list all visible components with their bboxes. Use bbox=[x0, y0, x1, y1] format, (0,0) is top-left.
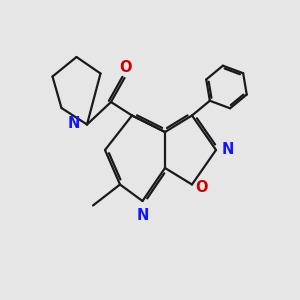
Text: N: N bbox=[68, 116, 80, 130]
Text: O: O bbox=[120, 60, 132, 75]
Text: N: N bbox=[136, 208, 149, 223]
Text: N: N bbox=[221, 142, 234, 158]
Text: O: O bbox=[196, 180, 208, 195]
